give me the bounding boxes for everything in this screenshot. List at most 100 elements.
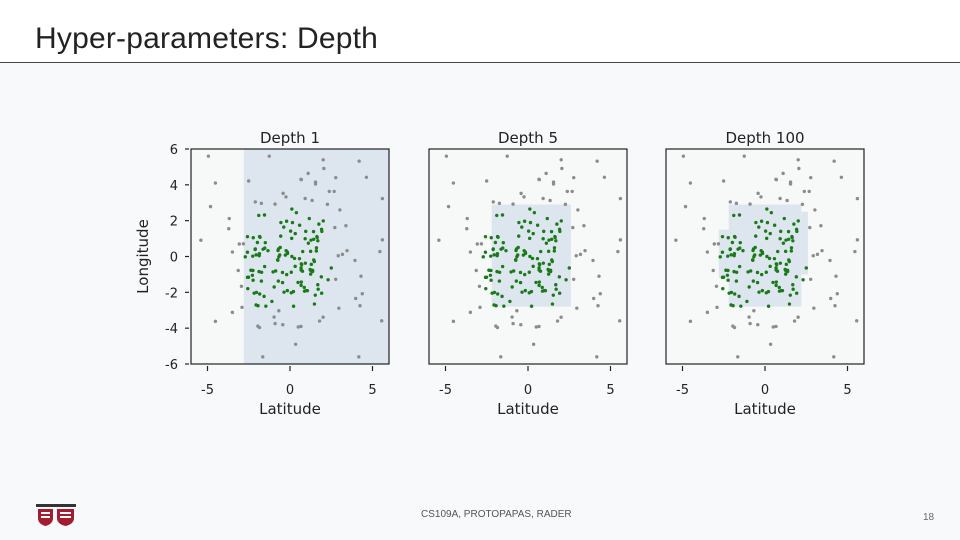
point-in-class bbox=[739, 304, 743, 308]
point-in-class bbox=[509, 270, 513, 274]
point-in-class bbox=[747, 285, 751, 289]
point-out-class bbox=[353, 296, 358, 301]
point-out-class bbox=[531, 342, 536, 346]
point-in-class bbox=[772, 223, 777, 227]
y-tick-label: -6 bbox=[165, 358, 178, 373]
point-out-class bbox=[327, 189, 331, 194]
point-in-class bbox=[288, 229, 293, 233]
point-in-class bbox=[760, 288, 765, 293]
point-in-class bbox=[764, 236, 769, 241]
point-in-class bbox=[784, 262, 789, 267]
point-out-class bbox=[595, 159, 599, 163]
point-out-class bbox=[299, 324, 303, 329]
point-out-class bbox=[705, 250, 710, 254]
point-out-class bbox=[578, 252, 583, 257]
point-out-class bbox=[591, 296, 596, 301]
point-in-class bbox=[315, 235, 319, 240]
point-out-class bbox=[788, 180, 793, 184]
point-out-class bbox=[759, 195, 763, 199]
point-in-class bbox=[258, 235, 262, 239]
point-in-class bbox=[728, 247, 732, 252]
chart-title: Depth 100 bbox=[725, 129, 804, 147]
point-in-class bbox=[306, 241, 311, 245]
point-out-class bbox=[468, 250, 473, 254]
x-tick-label: 5 bbox=[368, 383, 376, 398]
point-in-class bbox=[771, 280, 775, 285]
point-in-class bbox=[768, 264, 772, 269]
point-in-class bbox=[321, 219, 325, 223]
point-out-class bbox=[551, 180, 556, 184]
point-in-class bbox=[787, 302, 792, 306]
point-in-class bbox=[783, 272, 788, 276]
point-out-class bbox=[616, 249, 620, 254]
point-out-class bbox=[281, 191, 285, 196]
point-in-class bbox=[251, 278, 255, 282]
point-in-class bbox=[791, 287, 795, 291]
point-in-class bbox=[316, 283, 320, 287]
point-out-class bbox=[340, 252, 345, 257]
point-in-class bbox=[289, 270, 293, 274]
point-out-class bbox=[273, 202, 277, 206]
point-in-class bbox=[523, 250, 528, 254]
point-out-class bbox=[491, 200, 496, 204]
point-in-class bbox=[726, 278, 730, 282]
point-in-class bbox=[504, 248, 508, 253]
point-out-class bbox=[246, 179, 251, 183]
point-in-class bbox=[554, 239, 558, 243]
point-out-class bbox=[702, 216, 706, 221]
point-out-class bbox=[832, 159, 836, 163]
point-out-class bbox=[809, 175, 813, 180]
point-in-class bbox=[730, 240, 735, 245]
point-out-class bbox=[306, 171, 310, 176]
point-out-class bbox=[854, 319, 859, 323]
point-out-class bbox=[576, 208, 580, 212]
point-out-class bbox=[495, 325, 500, 330]
point-out-class bbox=[437, 238, 441, 242]
point-out-class bbox=[499, 355, 503, 359]
point-out-class bbox=[813, 208, 817, 212]
point-out-class bbox=[484, 179, 489, 183]
x-tick-label: -5 bbox=[676, 383, 689, 398]
point-in-class bbox=[725, 273, 730, 277]
point-out-class bbox=[756, 323, 760, 327]
point-in-class bbox=[759, 272, 764, 277]
point-in-class bbox=[514, 258, 518, 262]
point-out-class bbox=[357, 159, 361, 163]
point-in-class bbox=[493, 240, 498, 245]
point-in-class bbox=[724, 268, 728, 272]
x-tick-label: 0 bbox=[286, 383, 294, 398]
point-out-class bbox=[570, 189, 574, 194]
point-in-class bbox=[284, 272, 289, 277]
point-in-class bbox=[546, 272, 551, 276]
point-out-class bbox=[510, 315, 514, 319]
point-out-class bbox=[357, 355, 361, 359]
point-in-class bbox=[263, 240, 267, 245]
point-out-class bbox=[515, 309, 519, 313]
point-out-class bbox=[855, 238, 860, 242]
point-in-class bbox=[279, 220, 283, 225]
point-in-class bbox=[257, 252, 262, 256]
point-out-class bbox=[715, 305, 719, 310]
x-tick-label: -5 bbox=[439, 383, 452, 398]
point-in-class bbox=[754, 234, 758, 238]
point-out-class bbox=[748, 202, 752, 206]
point-in-class bbox=[751, 258, 755, 262]
point-in-class bbox=[734, 270, 739, 274]
point-out-class bbox=[468, 310, 473, 315]
decision-region-1 bbox=[728, 204, 802, 307]
point-out-class bbox=[828, 258, 832, 263]
point-in-class bbox=[302, 285, 306, 290]
point-in-class bbox=[548, 268, 553, 273]
footer-credit: CS109A, PROTOPAPAS, RADER bbox=[421, 509, 572, 520]
point-in-class bbox=[794, 275, 799, 279]
point-in-class bbox=[272, 285, 276, 289]
x-tick-label: 5 bbox=[843, 383, 851, 398]
point-out-class bbox=[379, 319, 384, 323]
point-in-class bbox=[497, 279, 502, 283]
point-in-class bbox=[514, 279, 519, 283]
point-in-class bbox=[754, 220, 758, 225]
point-in-class bbox=[528, 207, 532, 211]
point-in-class bbox=[732, 213, 736, 218]
point-out-class bbox=[617, 319, 622, 323]
